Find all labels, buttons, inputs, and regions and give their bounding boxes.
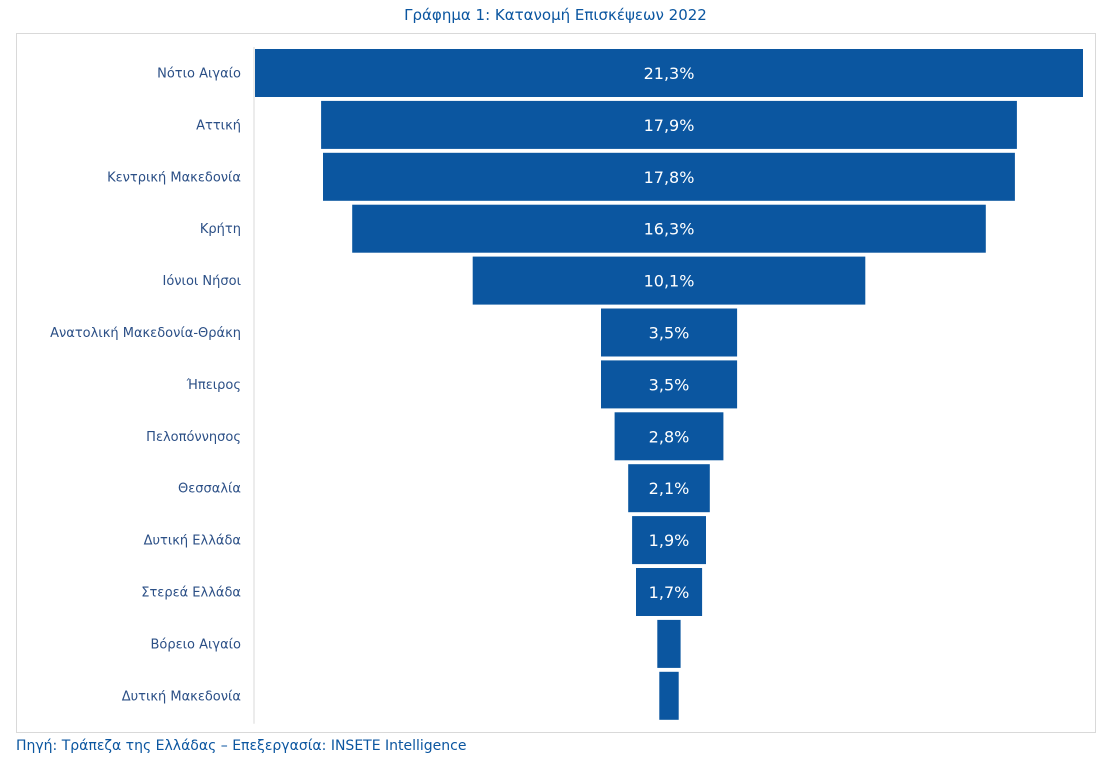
value-label: 1,7% [649, 583, 690, 602]
value-label: 17,8% [644, 168, 695, 187]
value-label: 2,8% [649, 427, 690, 446]
funnel-bar [614, 412, 724, 461]
value-label: 2,1% [649, 479, 690, 498]
source-note: Πηγή: Τράπεζα της Ελλάδας – Επεξεργασία:… [16, 738, 467, 754]
value-label: 17,9% [644, 116, 695, 135]
category-label: Κρήτη [200, 222, 241, 237]
funnel-bar [601, 308, 738, 357]
funnel-bar [636, 568, 703, 616]
category-label: Αττική [196, 118, 241, 133]
funnel-bar [472, 256, 866, 305]
funnel-bar [323, 152, 1015, 201]
category-label: Θεσσαλία [178, 482, 241, 497]
value-label: 10,1% [644, 272, 695, 291]
value-label: 1,9% [649, 531, 690, 550]
category-label: Βόρειο Αιγαίο [150, 637, 241, 652]
value-label: 16,3% [644, 220, 695, 239]
value-label: 3,5% [649, 324, 690, 343]
chart-area: Νότιο Αιγαίο 21,3% Αττική 17,9% Κεντρική Μακ… [16, 33, 1096, 733]
category-label: Κεντρική Μακεδονία [107, 170, 241, 185]
category-label: Ανατολική Μακεδονία-Θράκη [50, 326, 241, 341]
category-label: Ήπειρος [186, 378, 241, 393]
category-label: Νότιο Αιγαίο [157, 67, 241, 82]
category-label: Δυτική Μακεδονία [122, 689, 241, 704]
funnel-bar [628, 464, 710, 513]
category-label: Δυτική Ελλάδα [144, 534, 241, 549]
chart-title: Γράφημα 1: Κατανομή Επισκέψεων 2022 [404, 6, 707, 24]
funnel-bar [657, 619, 681, 668]
category-label: Ιόνιοι Νήσοι [163, 274, 242, 289]
funnel-bar [255, 49, 1083, 97]
value-label: 21,3% [644, 64, 695, 83]
funnel-bar [321, 100, 1017, 149]
funnel-bar [659, 671, 679, 720]
funnel-bar [601, 360, 738, 409]
category-label: Στερεά Ελλάδα [141, 586, 241, 601]
funnel-bar [352, 204, 986, 253]
funnel-chart: Νότιο Αιγαίο 21,3% Αττική 17,9% Κεντρική Μακ… [50, 47, 1083, 724]
funnel-bar [632, 516, 706, 565]
category-label: Πελοπόννησος [146, 430, 241, 445]
value-label: 3,5% [649, 375, 690, 394]
